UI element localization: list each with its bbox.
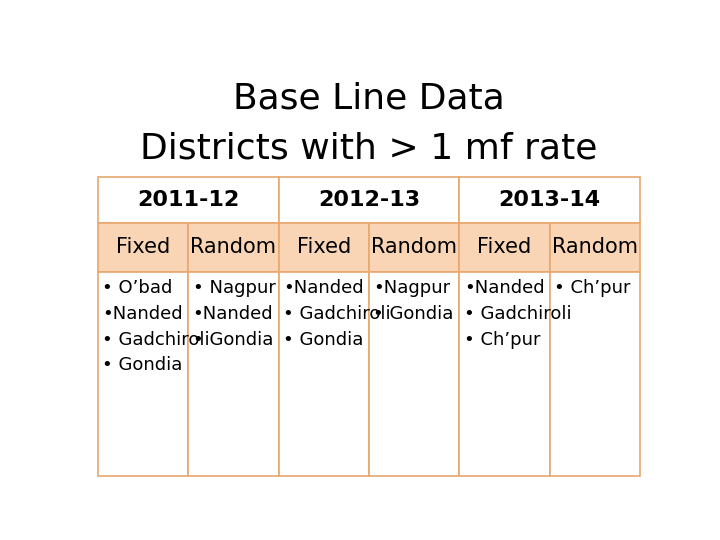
Bar <box>279 222 369 272</box>
Bar <box>369 272 459 476</box>
Text: 2013-14: 2013-14 <box>499 190 601 210</box>
Bar <box>459 222 550 272</box>
Bar <box>279 177 459 222</box>
Bar <box>459 177 640 222</box>
Text: Random: Random <box>190 237 276 257</box>
Bar <box>369 222 459 272</box>
Bar <box>98 177 279 222</box>
Text: Districts with > 1 mf rate: Districts with > 1 mf rate <box>140 131 598 165</box>
Text: •Nagpur
• Gondia: •Nagpur • Gondia <box>374 279 454 323</box>
Text: •Nanded
• Gadchiroli
• Gondia: •Nanded • Gadchiroli • Gondia <box>283 279 391 349</box>
Text: Fixed: Fixed <box>116 237 170 257</box>
Text: • O’bad
•Nanded
• Gadchiroli
• Gondia: • O’bad •Nanded • Gadchiroli • Gondia <box>102 279 210 374</box>
Bar <box>188 272 279 476</box>
Bar <box>459 272 550 476</box>
Text: 2011-12: 2011-12 <box>137 190 239 210</box>
Text: •Nanded
• Gadchiroli
• Ch’pur: •Nanded • Gadchiroli • Ch’pur <box>464 279 572 349</box>
Bar <box>98 272 188 476</box>
Bar <box>188 222 279 272</box>
Text: Random: Random <box>372 237 457 257</box>
Text: • Nagpur
•Nanded
• Gondia: • Nagpur •Nanded • Gondia <box>193 279 276 349</box>
Text: 2012-13: 2012-13 <box>318 190 420 210</box>
Text: Base Line Data: Base Line Data <box>233 82 505 116</box>
Text: • Ch’pur: • Ch’pur <box>554 279 631 298</box>
Bar <box>279 272 369 476</box>
Text: Random: Random <box>552 237 638 257</box>
Bar <box>98 222 188 272</box>
Text: Fixed: Fixed <box>297 237 351 257</box>
Bar <box>550 272 640 476</box>
Text: Fixed: Fixed <box>477 237 531 257</box>
Bar <box>550 222 640 272</box>
